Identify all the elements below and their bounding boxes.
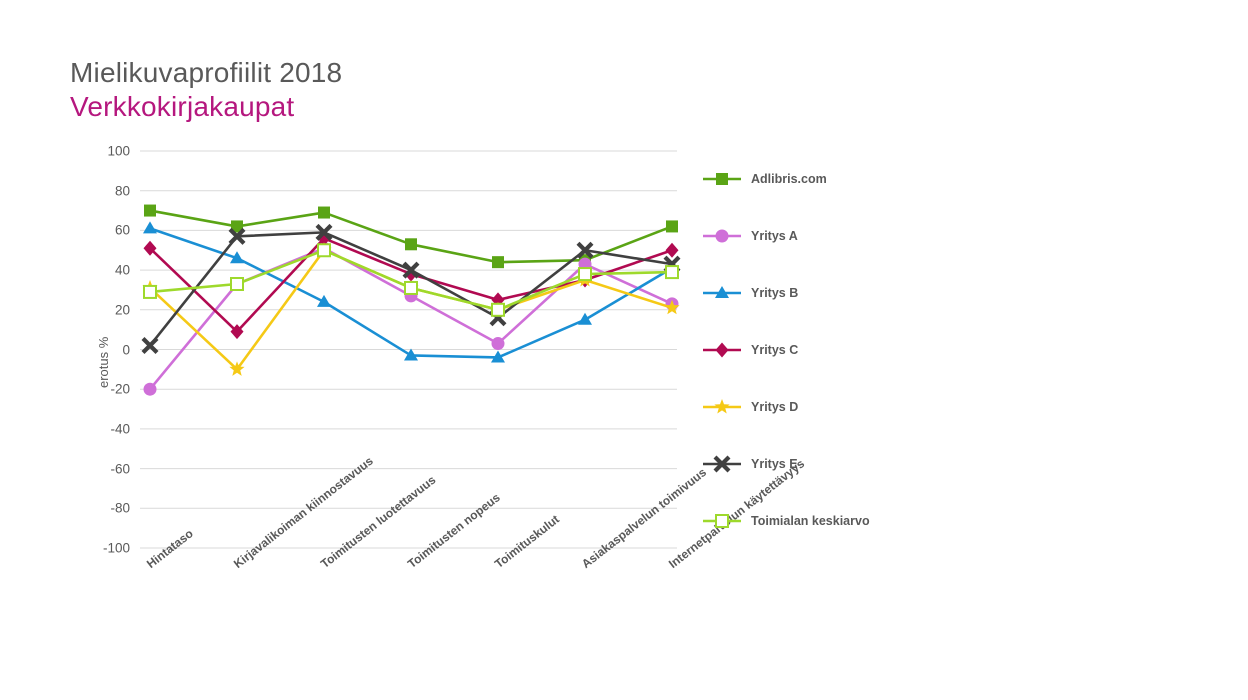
y-axis-tick: 20 (114, 302, 130, 318)
legend-item[interactable]: Yritys B (703, 277, 933, 334)
y-axis-tick: 100 (107, 143, 130, 159)
y-axis-tick: 60 (114, 222, 130, 238)
y-axis-tick: -40 (110, 421, 130, 437)
page-title: Mielikuvaprofiilit 2018 (70, 57, 343, 88)
series-layer (141, 204, 681, 396)
legend-marker-icon (703, 341, 741, 359)
legend-item[interactable]: Yritys D (703, 391, 933, 448)
y-axis-tick: -60 (110, 461, 130, 477)
legend-item-label: Yritys D (751, 400, 799, 414)
legend-item-label: Yritys A (751, 229, 798, 243)
y-axis-tick: 40 (114, 262, 130, 278)
legend-marker-icon (703, 170, 741, 188)
legend-item[interactable]: Yritys A (703, 220, 933, 277)
legend-item[interactable]: Adlibris.com (703, 163, 933, 220)
legend-item[interactable]: Yritys E (703, 448, 933, 505)
legend-marker-icon (703, 455, 741, 473)
legend-item-label: Yritys B (751, 286, 799, 300)
legend-item-label: Yritys C (751, 343, 799, 357)
legend-item-label: Adlibris.com (751, 172, 827, 186)
y-axis-tick: -20 (110, 381, 130, 397)
series-toimialan-keskiarvo (143, 243, 679, 317)
legend-marker-icon (703, 512, 741, 530)
chart-title-block: Mielikuvaprofiilit 2018 Verkkokirjakaupa… (70, 56, 342, 124)
legend-item-label: Yritys E (751, 457, 798, 471)
y-axis-label: erotus % (96, 336, 111, 388)
page-subtitle: Verkkokirjakaupat (70, 91, 295, 122)
y-axis-tick: 0 (122, 342, 130, 357)
legend-marker-icon (703, 398, 741, 416)
legend-item[interactable]: Toimialan keskiarvo (703, 505, 933, 562)
y-axis-tick: -80 (110, 500, 130, 516)
legend-item[interactable]: Yritys C (703, 334, 933, 391)
y-axis-tick: 80 (114, 183, 130, 199)
chart-legend: Adlibris.com Yritys A Yritys B Yritys C Yrit… (703, 163, 933, 562)
legend-item-label: Toimialan keskiarvo (751, 514, 870, 528)
series-adlibris-com (144, 204, 678, 269)
legend-marker-icon (703, 227, 741, 245)
y-axis-tick: -100 (102, 540, 130, 556)
legend-marker-icon (703, 284, 741, 302)
